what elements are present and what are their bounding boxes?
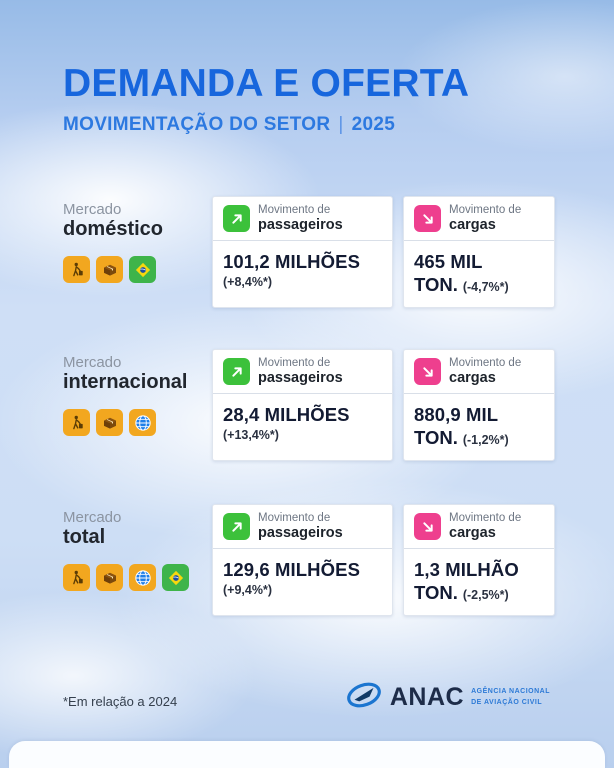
package-icon bbox=[96, 409, 123, 437]
person-with-luggage-icon bbox=[63, 256, 90, 284]
package-icon bbox=[96, 564, 123, 592]
cargo-unit: TON. bbox=[414, 274, 458, 296]
cargo-card: Movimento de cargas 465 MIL TON. (-4,7%*… bbox=[403, 196, 555, 308]
passengers-label-line2: passageiros bbox=[258, 524, 343, 541]
subtitle-year: 2025 bbox=[351, 113, 396, 135]
cargo-card-header: Movimento de cargas bbox=[404, 505, 554, 550]
section-mercado-domestico: Mercado doméstico Movimento bbox=[63, 196, 555, 308]
market-label-block: Mercado total bbox=[63, 504, 212, 616]
market-name: doméstico bbox=[63, 218, 164, 241]
passengers-card: Movimento de passageiros 129,6 MILHÕES (… bbox=[212, 504, 393, 616]
arrow-down-right-icon bbox=[414, 205, 441, 233]
passengers-value: 28,4 MILHÕES bbox=[223, 404, 350, 426]
market-prefix: Mercado bbox=[63, 354, 122, 371]
cargo-label-line2: cargas bbox=[449, 524, 496, 541]
market-name: total bbox=[63, 526, 106, 549]
passengers-change: (+13,4%*) bbox=[223, 428, 279, 443]
market-label-block: Mercado doméstico bbox=[63, 196, 212, 308]
arrow-up-right-icon bbox=[223, 513, 250, 541]
footnote: *Em relação a 2024 bbox=[63, 694, 178, 709]
market-name: internacional bbox=[63, 371, 188, 394]
cargo-change: (-1,2%*) bbox=[462, 433, 509, 448]
arrow-up-right-icon bbox=[223, 358, 250, 386]
cargo-label-line1: Movimento de bbox=[449, 512, 522, 524]
bottom-rounded-band bbox=[9, 741, 605, 768]
cargo-unit: TON. bbox=[414, 427, 458, 449]
passengers-card-header: Movimento de passageiros bbox=[213, 350, 392, 395]
cargo-card-header: Movimento de cargas bbox=[404, 350, 554, 395]
subtitle-text: MOVIMENTAÇÃO DO SETOR bbox=[63, 113, 331, 135]
anac-logo-subtitle: AGÊNCIA NACIONAL DE AVIAÇÃO CIVIL bbox=[471, 687, 550, 709]
market-icons bbox=[63, 409, 212, 437]
passengers-label-line1: Movimento de bbox=[258, 204, 331, 216]
passengers-label-line2: passageiros bbox=[258, 216, 343, 233]
anac-logo: ANAC AGÊNCIA NACIONAL DE AVIAÇÃO CIVIL bbox=[345, 676, 550, 719]
passengers-change: (+9,4%*) bbox=[223, 583, 272, 598]
person-with-luggage-icon bbox=[63, 409, 90, 437]
cargo-unit: TON. bbox=[414, 582, 458, 604]
page-title: DEMANDA E OFERTA bbox=[63, 62, 470, 105]
market-icons bbox=[63, 256, 212, 284]
globe-icon bbox=[129, 409, 156, 437]
cargo-label-line1: Movimento de bbox=[449, 204, 522, 216]
anac-wordmark: ANAC bbox=[389, 683, 465, 711]
anac-logo-subtitle-line2: DE AVIAÇÃO CIVIL bbox=[471, 698, 543, 706]
passengers-change: (+8,4%*) bbox=[223, 275, 272, 290]
anac-emblem-icon bbox=[345, 676, 383, 719]
passengers-card: Movimento de passageiros 28,4 MILHÕES (+… bbox=[212, 349, 393, 461]
cargo-value: 1,3 MILHÃO bbox=[414, 559, 519, 581]
cargo-change: (-4,7%*) bbox=[462, 280, 509, 295]
cargo-label-line2: cargas bbox=[449, 369, 496, 386]
header: DEMANDA E OFERTA MOVIMENTAÇÃO DO SETOR |… bbox=[63, 62, 470, 136]
passengers-label-line1: Movimento de bbox=[258, 357, 331, 369]
market-label-block: Mercado internacional bbox=[63, 349, 212, 461]
passengers-value: 101,2 MILHÕES bbox=[223, 251, 361, 273]
passengers-card-header: Movimento de passageiros bbox=[213, 505, 392, 550]
anac-logo-subtitle-line1: AGÊNCIA NACIONAL bbox=[471, 687, 550, 695]
passengers-label-line2: passageiros bbox=[258, 369, 343, 386]
passengers-card-header: Movimento de passageiros bbox=[213, 197, 392, 242]
page-subtitle: MOVIMENTAÇÃO DO SETOR | 2025 bbox=[63, 114, 469, 136]
cargo-card: Movimento de cargas 1,3 MILHÃO TON. (-2,… bbox=[403, 504, 555, 616]
person-with-luggage-icon bbox=[63, 564, 90, 592]
section-mercado-total: Mercado total bbox=[63, 504, 555, 616]
cargo-value: 880,9 MIL bbox=[414, 404, 499, 426]
market-icons bbox=[63, 564, 212, 592]
market-prefix: Mercado bbox=[63, 201, 122, 218]
brazil-flag-icon bbox=[129, 256, 156, 284]
globe-icon bbox=[129, 564, 156, 592]
cargo-value: 465 MIL bbox=[414, 251, 483, 273]
passengers-card: Movimento de passageiros 101,2 MILHÕES (… bbox=[212, 196, 393, 308]
subtitle-separator: | bbox=[338, 113, 344, 135]
cargo-card: Movimento de cargas 880,9 MIL TON. (-1,2… bbox=[403, 349, 555, 461]
cargo-label-line2: cargas bbox=[449, 216, 496, 233]
cargo-card-header: Movimento de cargas bbox=[404, 197, 554, 242]
arrow-down-right-icon bbox=[414, 358, 441, 386]
package-icon bbox=[96, 256, 123, 284]
brazil-flag-icon bbox=[162, 564, 189, 592]
cargo-label-line1: Movimento de bbox=[449, 357, 522, 369]
cargo-change: (-2,5%*) bbox=[462, 588, 509, 603]
section-mercado-internacional: Mercado internacional Movim bbox=[63, 349, 555, 461]
arrow-up-right-icon bbox=[223, 205, 250, 233]
market-prefix: Mercado bbox=[63, 509, 122, 526]
arrow-down-right-icon bbox=[414, 513, 441, 541]
passengers-label-line1: Movimento de bbox=[258, 512, 331, 524]
passengers-value: 129,6 MILHÕES bbox=[223, 559, 361, 581]
